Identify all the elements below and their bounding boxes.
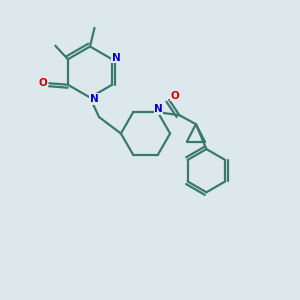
Text: O: O [170, 91, 179, 101]
Text: N: N [90, 94, 99, 104]
Text: N: N [154, 104, 163, 114]
Text: O: O [38, 78, 47, 88]
Text: N: N [112, 53, 121, 63]
